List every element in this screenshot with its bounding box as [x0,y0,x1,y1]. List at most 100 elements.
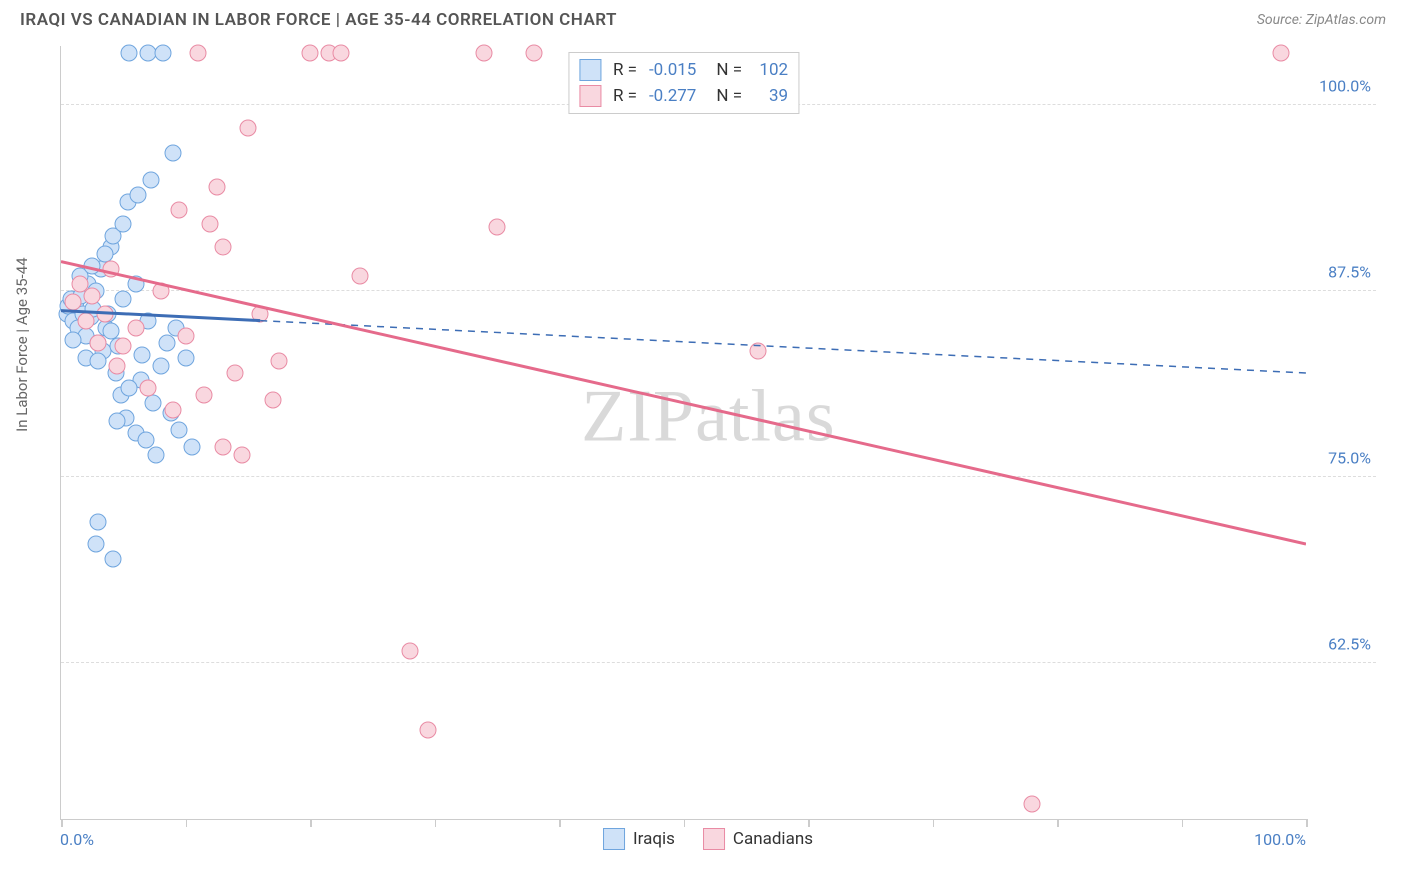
source-attribution: Source: ZipAtlas.com [1257,12,1386,28]
scatter-point [165,402,182,419]
scatter-point [158,335,175,352]
y-tick-label: 62.5% [1328,634,1371,653]
scatter-point [152,283,169,300]
correlation-legend-row: R = -0.015 N = 102 [579,57,788,83]
y-tick-label: 75.0% [1328,449,1371,468]
scatter-point [1024,796,1041,813]
scatter-point [96,305,113,322]
legend-swatch [603,828,625,850]
scatter-point [214,238,231,255]
legend-swatch [579,59,601,81]
scatter-point [65,332,82,349]
scatter-point [177,327,194,344]
legend-n-value: 39 [754,86,788,106]
grid-line [61,290,1376,291]
scatter-point [196,387,213,404]
y-tick-label: 87.5% [1328,263,1371,282]
scatter-point [147,446,164,463]
scatter-point [115,338,132,355]
y-axis-label: In Labor Force | Age 35-44 [13,257,31,431]
series-legend-item: Canadians [703,828,813,850]
scatter-point [401,643,418,660]
scatter-point [65,293,82,310]
scatter-point [140,379,157,396]
scatter-point [252,305,269,322]
x-tick [1306,819,1308,827]
scatter-point [214,439,231,456]
series-legend: Iraqis Canadians [603,828,813,850]
series-legend-item: Iraqis [603,828,675,850]
legend-n-label: N = [716,86,742,106]
plot-area: ZIPatlas R = -0.015 N = 102 R = -0.277 N = … [60,46,1306,820]
scatter-point [115,216,132,233]
grid-line [61,476,1376,477]
legend-r-value: -0.277 [649,86,696,106]
scatter-point [109,357,126,374]
legend-n-value: 102 [754,60,788,80]
x-axis-min-label: 0.0% [60,830,94,849]
grid-line [61,662,1376,663]
scatter-point [270,353,287,370]
correlation-legend: R = -0.015 N = 102 R = -0.277 N = 39 [568,52,799,114]
scatter-point [750,342,767,359]
scatter-point [165,145,182,162]
scatter-point [488,219,505,236]
scatter-point [333,45,350,62]
scatter-point [171,421,188,438]
scatter-point [84,287,101,304]
scatter-point [227,365,244,382]
scatter-point [152,357,169,374]
scatter-point [264,391,281,408]
chart-title: IRAQI VS CANADIAN IN LABOR FORCE | AGE 3… [20,10,617,30]
scatter-point [202,216,219,233]
y-tick-label: 100.0% [1319,77,1371,96]
series-legend-label: Iraqis [633,829,675,849]
legend-r-value: -0.015 [649,60,696,80]
scatter-point [208,179,225,196]
scatter-point [142,171,159,188]
scatter-point [133,347,150,364]
scatter-point [155,45,172,62]
scatter-point [87,536,104,553]
scatter-point [130,186,147,203]
trend-line-solid [61,262,1306,544]
scatter-point [1273,45,1290,62]
legend-r-label: R = [613,60,637,80]
legend-swatch [703,828,725,850]
scatter-point [121,45,138,62]
watermark: ZIPatlas [581,375,836,460]
scatter-point [177,350,194,367]
scatter-point [127,275,144,292]
x-axis-max-label: 100.0% [1254,830,1306,849]
scatter-point [145,394,162,411]
scatter-point [526,45,543,62]
legend-swatch [579,85,601,107]
scatter-point [77,313,94,330]
scatter-point [233,446,250,463]
scatter-point [171,201,188,218]
scatter-point [90,513,107,530]
chart-header: IRAQI VS CANADIAN IN LABOR FORCE | AGE 3… [0,0,1406,38]
series-legend-label: Canadians [733,829,813,849]
legend-r-label: R = [613,86,637,106]
scatter-point [90,335,107,352]
scatter-point [109,412,126,429]
scatter-point [183,439,200,456]
trend-line-dashed [260,321,1306,373]
legend-n-label: N = [716,60,742,80]
scatter-point [302,45,319,62]
scatter-point [90,353,107,370]
scatter-point [351,268,368,285]
scatter-point [121,379,138,396]
trend-lines-svg [61,46,1306,819]
scatter-point [189,45,206,62]
scatter-point [476,45,493,62]
scatter-point [102,260,119,277]
scatter-point [105,550,122,567]
correlation-legend-row: R = -0.277 N = 39 [579,83,788,109]
scatter-point [420,721,437,738]
scatter-point [127,320,144,337]
scatter-point [239,119,256,136]
chart-container: In Labor Force | Age 35-44 ZIPatlas R = … [40,46,1376,852]
scatter-point [115,290,132,307]
